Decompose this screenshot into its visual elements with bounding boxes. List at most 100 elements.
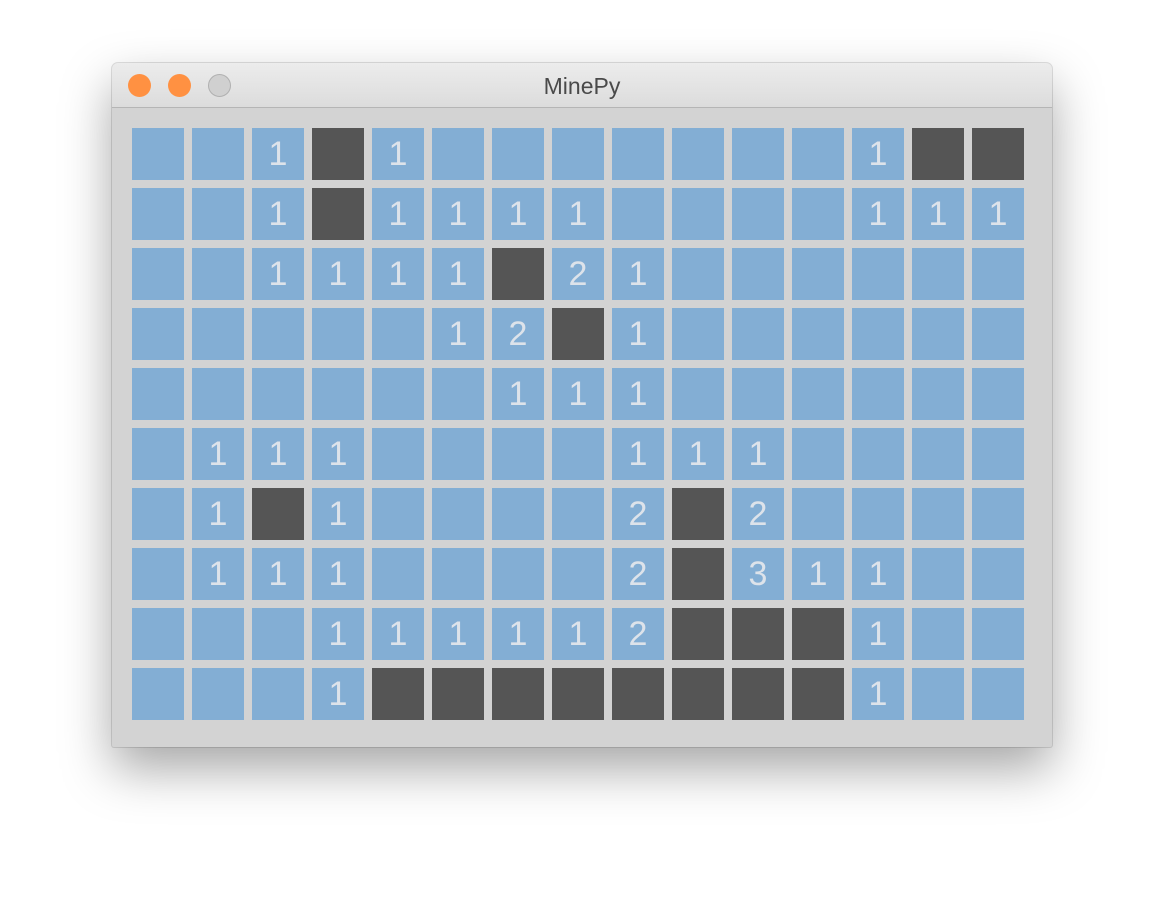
blank-cell[interactable]: [492, 488, 544, 540]
blank-cell[interactable]: [792, 488, 844, 540]
blank-cell[interactable]: [192, 308, 244, 360]
minimize-button[interactable]: [168, 74, 191, 97]
dark-cell[interactable]: [312, 188, 364, 240]
blank-cell[interactable]: [972, 548, 1024, 600]
number-cell[interactable]: 1: [372, 128, 424, 180]
blank-cell[interactable]: [672, 308, 724, 360]
blank-cell[interactable]: [252, 308, 304, 360]
number-cell[interactable]: 1: [852, 128, 904, 180]
blank-cell[interactable]: [372, 428, 424, 480]
blank-cell[interactable]: [552, 548, 604, 600]
blank-cell[interactable]: [432, 128, 484, 180]
number-cell[interactable]: 1: [732, 428, 784, 480]
number-cell[interactable]: 1: [252, 548, 304, 600]
blank-cell[interactable]: [672, 248, 724, 300]
dark-cell[interactable]: [372, 668, 424, 720]
blank-cell[interactable]: [312, 368, 364, 420]
blank-cell[interactable]: [792, 368, 844, 420]
blank-cell[interactable]: [492, 428, 544, 480]
number-cell[interactable]: 1: [252, 128, 304, 180]
number-cell[interactable]: 1: [432, 608, 484, 660]
number-cell[interactable]: 2: [612, 548, 664, 600]
blank-cell[interactable]: [552, 428, 604, 480]
blank-cell[interactable]: [252, 668, 304, 720]
number-cell[interactable]: 1: [612, 428, 664, 480]
blank-cell[interactable]: [912, 608, 964, 660]
dark-cell[interactable]: [732, 668, 784, 720]
dark-cell[interactable]: [672, 668, 724, 720]
blank-cell[interactable]: [732, 308, 784, 360]
blank-cell[interactable]: [372, 368, 424, 420]
blank-cell[interactable]: [732, 248, 784, 300]
number-cell[interactable]: 1: [552, 368, 604, 420]
blank-cell[interactable]: [972, 428, 1024, 480]
dark-cell[interactable]: [312, 128, 364, 180]
dark-cell[interactable]: [912, 128, 964, 180]
number-cell[interactable]: 1: [312, 488, 364, 540]
number-cell[interactable]: 1: [672, 428, 724, 480]
blank-cell[interactable]: [612, 128, 664, 180]
blank-cell[interactable]: [552, 128, 604, 180]
number-cell[interactable]: 1: [852, 548, 904, 600]
number-cell[interactable]: 1: [852, 188, 904, 240]
blank-cell[interactable]: [372, 488, 424, 540]
number-cell[interactable]: 2: [552, 248, 604, 300]
blank-cell[interactable]: [912, 248, 964, 300]
number-cell[interactable]: 1: [492, 608, 544, 660]
blank-cell[interactable]: [912, 308, 964, 360]
blank-cell[interactable]: [192, 128, 244, 180]
number-cell[interactable]: 2: [612, 488, 664, 540]
dark-cell[interactable]: [792, 608, 844, 660]
blank-cell[interactable]: [852, 308, 904, 360]
number-cell[interactable]: 1: [252, 428, 304, 480]
number-cell[interactable]: 1: [192, 548, 244, 600]
blank-cell[interactable]: [552, 488, 604, 540]
blank-cell[interactable]: [432, 428, 484, 480]
blank-cell[interactable]: [132, 308, 184, 360]
number-cell[interactable]: 1: [852, 668, 904, 720]
number-cell[interactable]: 1: [912, 188, 964, 240]
blank-cell[interactable]: [672, 128, 724, 180]
blank-cell[interactable]: [792, 308, 844, 360]
dark-cell[interactable]: [492, 668, 544, 720]
number-cell[interactable]: 1: [372, 608, 424, 660]
number-cell[interactable]: 2: [612, 608, 664, 660]
blank-cell[interactable]: [252, 368, 304, 420]
blank-cell[interactable]: [972, 488, 1024, 540]
blank-cell[interactable]: [192, 608, 244, 660]
number-cell[interactable]: 1: [372, 248, 424, 300]
number-cell[interactable]: 1: [312, 428, 364, 480]
blank-cell[interactable]: [912, 548, 964, 600]
blank-cell[interactable]: [672, 368, 724, 420]
number-cell[interactable]: 2: [492, 308, 544, 360]
blank-cell[interactable]: [432, 488, 484, 540]
number-cell[interactable]: 1: [612, 368, 664, 420]
number-cell[interactable]: 1: [192, 428, 244, 480]
number-cell[interactable]: 1: [312, 248, 364, 300]
dark-cell[interactable]: [552, 308, 604, 360]
blank-cell[interactable]: [852, 488, 904, 540]
dark-cell[interactable]: [672, 488, 724, 540]
number-cell[interactable]: 1: [612, 308, 664, 360]
blank-cell[interactable]: [912, 488, 964, 540]
blank-cell[interactable]: [252, 608, 304, 660]
number-cell[interactable]: 1: [432, 188, 484, 240]
blank-cell[interactable]: [972, 248, 1024, 300]
blank-cell[interactable]: [852, 368, 904, 420]
blank-cell[interactable]: [972, 608, 1024, 660]
number-cell[interactable]: 1: [852, 608, 904, 660]
blank-cell[interactable]: [732, 368, 784, 420]
blank-cell[interactable]: [912, 368, 964, 420]
blank-cell[interactable]: [132, 368, 184, 420]
dark-cell[interactable]: [432, 668, 484, 720]
blank-cell[interactable]: [432, 548, 484, 600]
dark-cell[interactable]: [672, 608, 724, 660]
dark-cell[interactable]: [672, 548, 724, 600]
blank-cell[interactable]: [972, 368, 1024, 420]
blank-cell[interactable]: [732, 188, 784, 240]
number-cell[interactable]: 1: [312, 608, 364, 660]
blank-cell[interactable]: [792, 248, 844, 300]
dark-cell[interactable]: [612, 668, 664, 720]
blank-cell[interactable]: [372, 308, 424, 360]
dark-cell[interactable]: [492, 248, 544, 300]
